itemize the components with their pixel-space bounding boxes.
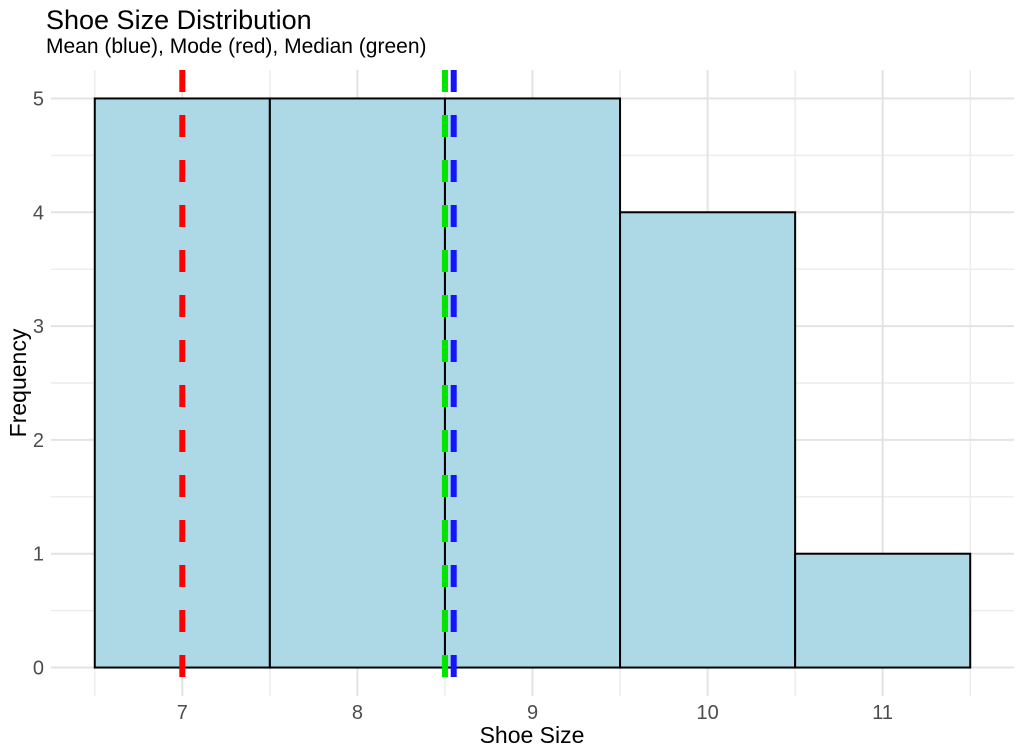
y-tick-label: 2	[33, 430, 44, 452]
x-tick-label: 7	[177, 702, 188, 724]
y-tick-label: 3	[33, 316, 44, 338]
histogram-bars	[93, 97, 972, 669]
chart-title: Shoe Size Distribution	[46, 5, 312, 35]
stat-lines	[179, 70, 457, 696]
y-axis-title: Frequency	[5, 328, 31, 437]
histogram-bar	[794, 552, 972, 669]
histogram-bar	[268, 97, 446, 669]
y-tick-label: 4	[33, 202, 44, 224]
histogram-bar	[443, 97, 622, 669]
y-tick-label: 5	[33, 88, 44, 110]
y-tick-label: 1	[33, 544, 44, 566]
axis-tick-labels: 0 1 2 3 4 5 7 8 9 10 11	[33, 88, 893, 724]
x-tick-label: 8	[352, 702, 363, 724]
x-tick-label: 10	[696, 702, 718, 724]
histogram-bar	[619, 211, 797, 669]
chart-subtitle: Mean (blue), Mode (red), Median (green)	[46, 35, 427, 58]
x-tick-label: 9	[527, 702, 538, 724]
x-tick-label: 11	[872, 702, 893, 724]
y-tick-label: 0	[33, 658, 44, 680]
x-axis-title: Shoe Size	[480, 722, 585, 748]
